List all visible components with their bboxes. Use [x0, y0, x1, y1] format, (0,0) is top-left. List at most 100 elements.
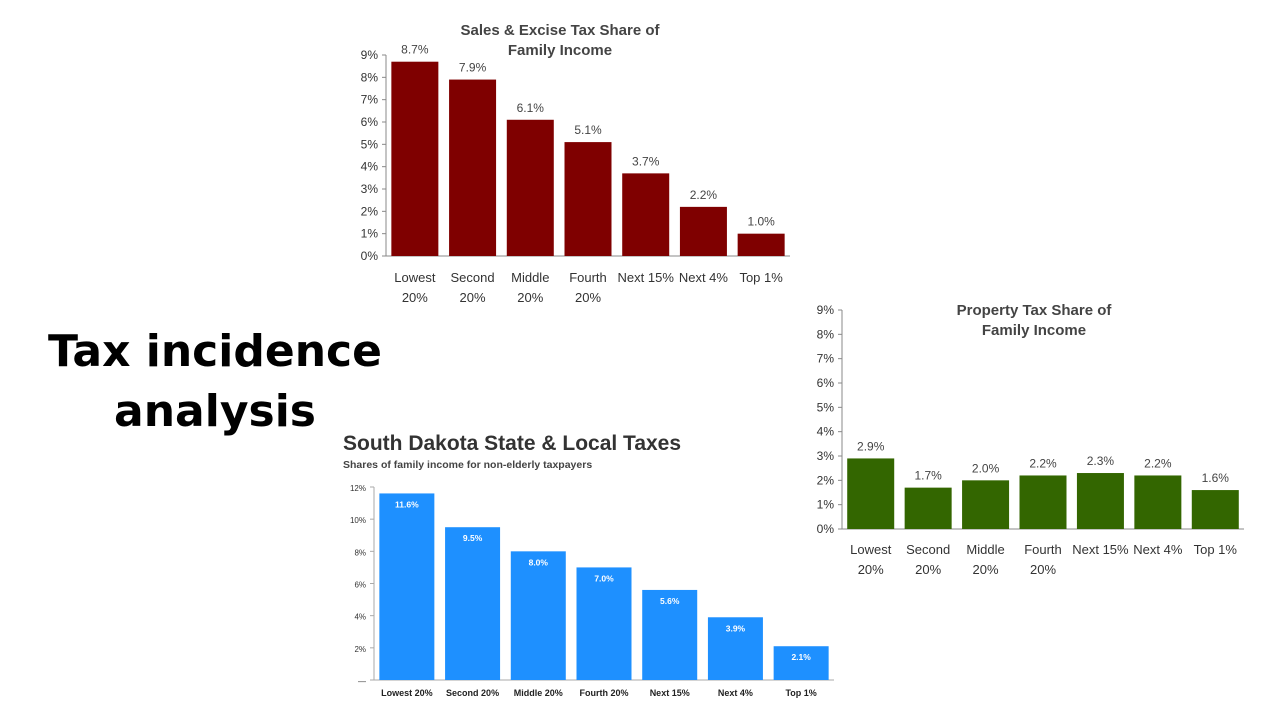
data-label: 3.9% [726, 623, 746, 633]
y-tick-label: 2% [354, 645, 366, 654]
bar [679, 206, 727, 256]
slide-title-line1: Tax incidence [48, 326, 382, 377]
slide-title: Tax incidence analysis [40, 322, 390, 442]
y-tick-label: 3% [361, 182, 379, 196]
data-label: 2.1% [791, 652, 811, 662]
category-label: 20% [575, 290, 601, 305]
data-label: 7.9% [459, 61, 487, 75]
y-tick-label: 6% [354, 581, 366, 590]
category-label: 20% [402, 290, 428, 305]
y-tick-label: 9% [817, 303, 835, 317]
bar [510, 551, 566, 680]
data-label: 5.1% [574, 123, 602, 137]
data-label: 1.7% [914, 469, 942, 483]
data-label: 2.2% [690, 188, 718, 202]
y-tick-label: 8% [361, 70, 379, 84]
category-label: Next 15% [1072, 542, 1129, 557]
bars: 2.9% Lowest 20% 1.7% Second 20% 2.0% Middle 20% 2… [847, 439, 1239, 577]
category-label: Fourth 20% [579, 688, 628, 698]
bar [773, 646, 829, 680]
data-label: 7.0% [594, 573, 614, 583]
y-tick-label: 9% [361, 48, 379, 62]
bar [1019, 475, 1067, 529]
bar [564, 142, 612, 256]
data-label: 2.0% [972, 461, 1000, 475]
bars: 8.7% Lowest 20% 7.9% Second 20% 6.1% Middle 20% 5… [391, 43, 785, 305]
data-label: 2.9% [857, 439, 885, 453]
y-tick-label: 8% [354, 548, 366, 557]
data-label: 2.3% [1087, 454, 1115, 468]
chart-subtitle: Shares of family income for non-elderly … [343, 459, 592, 471]
data-label: 9.5% [463, 533, 483, 543]
y-tick-label: 6% [361, 115, 379, 129]
category-label: Next 4% [679, 270, 729, 285]
bar [449, 79, 497, 256]
y-tick-label: 7% [361, 93, 379, 107]
bar [576, 567, 632, 680]
y-tick-label: 4% [817, 425, 835, 439]
category-label: Middle [966, 542, 1004, 557]
sales-tax-chart: Sales & Excise Tax Share of Family Incom… [361, 22, 790, 305]
data-label: 2.2% [1144, 456, 1172, 470]
data-label: 6.1% [517, 101, 545, 115]
category-label: Fourth [569, 270, 607, 285]
y-tick-label: 8% [817, 327, 835, 341]
y-tick-label: 2% [361, 204, 379, 218]
chart-title-line2: Family Income [982, 322, 1086, 339]
bar [622, 173, 670, 256]
category-label: Fourth [1024, 542, 1062, 557]
category-label: Second [906, 542, 950, 557]
category-label: Lowest 20% [381, 688, 433, 698]
data-label: 1.6% [1202, 471, 1230, 485]
chart-title: South Dakota State & Local Taxes [343, 432, 681, 455]
category-label: 20% [858, 562, 884, 577]
category-label: Lowest [394, 270, 436, 285]
y-tick-label: 4% [354, 613, 366, 622]
data-label: 11.6% [395, 499, 419, 509]
category-label: Middle 20% [514, 688, 563, 698]
y-tick-label: 1% [817, 498, 835, 512]
category-label: Middle [511, 270, 549, 285]
data-label: 2.2% [1029, 456, 1057, 470]
data-label: 5.6% [660, 596, 680, 606]
y-tick-label: 3% [817, 449, 835, 463]
bar [379, 493, 435, 680]
y-tick-label: 12% [350, 484, 366, 493]
slide-title-line2: analysis [114, 386, 316, 437]
bar [445, 527, 501, 680]
category-label: 20% [517, 290, 543, 305]
data-label: 8.0% [529, 557, 549, 567]
category-label: 20% [1030, 562, 1056, 577]
property-tax-chart: Property Tax Share of Family Income 0% 1%… [817, 302, 1244, 577]
category-label: Second [451, 270, 495, 285]
category-label: Second 20% [446, 688, 499, 698]
y-tick-label: 2% [817, 473, 835, 487]
bar [962, 480, 1010, 529]
y-tick-label: 7% [817, 352, 835, 366]
y-tick-label: 1% [361, 227, 379, 241]
y-tick-label: 5% [361, 137, 379, 151]
category-label: 20% [460, 290, 486, 305]
bar [642, 589, 698, 680]
y-tick-label: 0% [361, 249, 379, 263]
category-label: 20% [915, 562, 941, 577]
bar [391, 61, 439, 257]
chart-title-line1: Property Tax Share of [957, 302, 1113, 319]
category-label: Next 4% [1133, 542, 1183, 557]
bars: 11.6% Lowest 20% 9.5% Second 20% 8.0% Middle … [379, 493, 829, 698]
data-label: 8.7% [401, 43, 429, 57]
y-axis: 0% 1% 2% 3% 4% 5% 6% 7% 8% 9% [361, 48, 790, 263]
y-tick-label: — [358, 677, 366, 686]
bar [904, 487, 952, 529]
category-label: 20% [973, 562, 999, 577]
bar [707, 617, 763, 680]
y-tick-label: 4% [361, 160, 379, 174]
data-label: 1.0% [747, 215, 775, 229]
bar [1076, 473, 1124, 529]
data-label: 3.7% [632, 154, 660, 168]
chart-title-line1: Sales & Excise Tax Share of [461, 22, 661, 39]
category-label: Top 1% [1194, 542, 1238, 557]
bar [506, 119, 554, 257]
bar [847, 458, 895, 529]
bar [737, 233, 785, 256]
